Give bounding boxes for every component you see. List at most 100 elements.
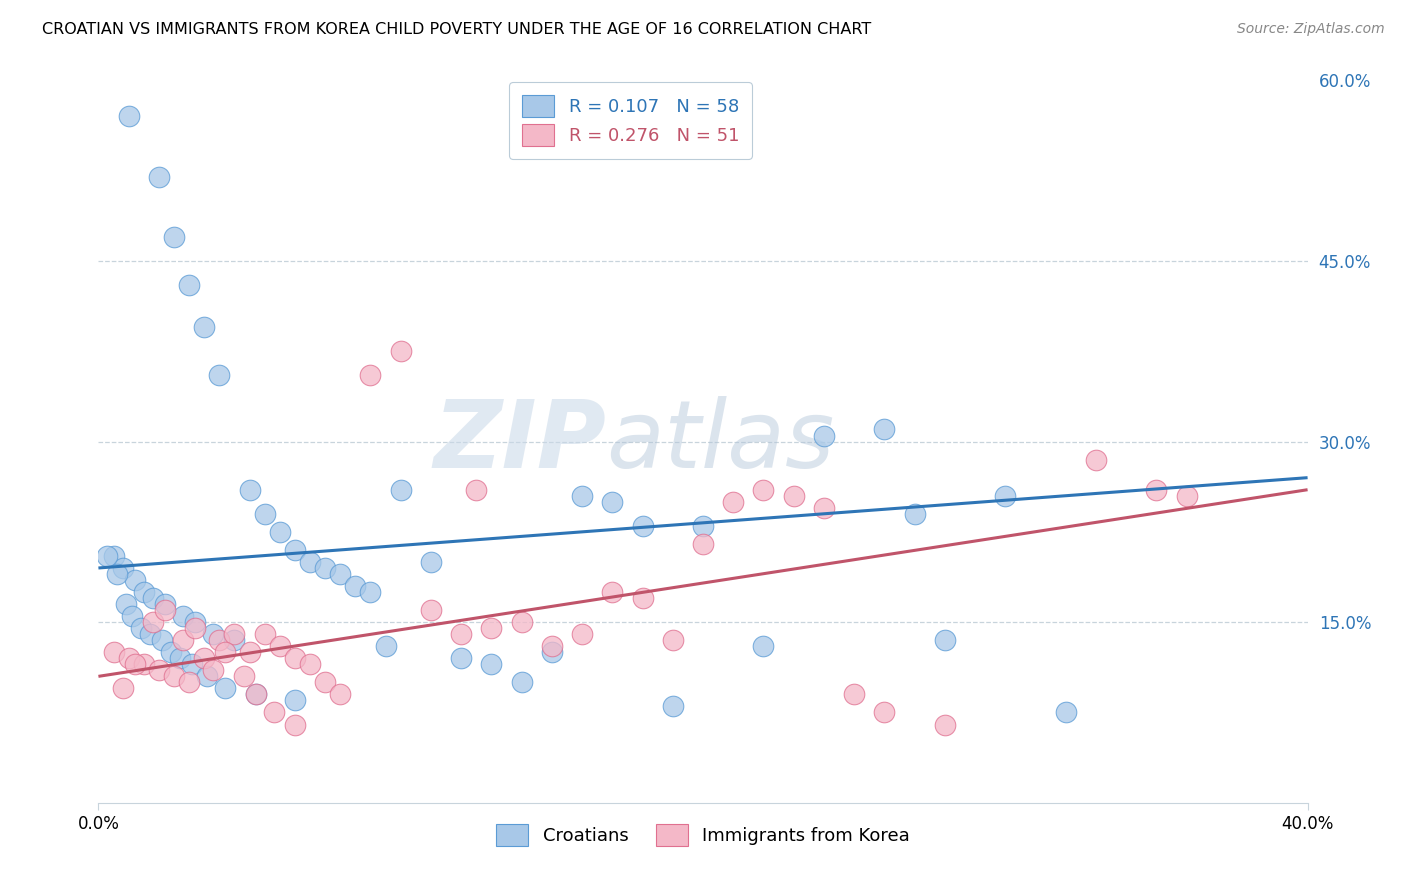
Point xyxy=(129,621,152,635)
Point xyxy=(602,585,624,599)
Point xyxy=(465,483,488,497)
Point xyxy=(169,651,191,665)
Point xyxy=(111,561,134,575)
Legend: Croatians, Immigrants from Korea: Croatians, Immigrants from Korea xyxy=(484,812,922,859)
Point xyxy=(692,519,714,533)
Point xyxy=(389,344,412,359)
Point xyxy=(934,633,956,648)
Point xyxy=(450,651,472,665)
Point xyxy=(193,320,215,334)
Point xyxy=(208,633,231,648)
Point xyxy=(181,657,204,672)
Point xyxy=(103,645,125,659)
Point xyxy=(202,627,225,641)
Text: ZIP: ZIP xyxy=(433,395,606,488)
Point xyxy=(150,633,173,648)
Point xyxy=(284,542,307,557)
Point xyxy=(245,687,267,701)
Point xyxy=(752,483,775,497)
Point xyxy=(873,423,896,437)
Point xyxy=(153,597,176,611)
Point xyxy=(510,675,533,690)
Point xyxy=(813,500,835,515)
Point xyxy=(284,717,307,731)
Point xyxy=(184,615,207,630)
Point xyxy=(389,483,412,497)
Point xyxy=(344,579,367,593)
Point xyxy=(96,549,118,563)
Point xyxy=(360,585,382,599)
Point xyxy=(540,639,562,653)
Point xyxy=(360,368,382,383)
Point xyxy=(1175,489,1198,503)
Point xyxy=(224,627,246,641)
Point xyxy=(172,633,194,648)
Point xyxy=(124,573,146,587)
Point xyxy=(208,368,231,383)
Point xyxy=(374,639,396,653)
Point xyxy=(139,627,162,641)
Point xyxy=(111,681,134,696)
Point xyxy=(813,428,835,442)
Point xyxy=(723,494,745,508)
Point xyxy=(481,621,503,635)
Point xyxy=(245,687,267,701)
Point xyxy=(661,633,683,648)
Point xyxy=(148,169,170,184)
Point xyxy=(420,603,443,617)
Point xyxy=(269,524,291,539)
Point xyxy=(132,585,155,599)
Point xyxy=(299,657,322,672)
Point xyxy=(202,664,225,678)
Point xyxy=(163,669,186,683)
Point xyxy=(284,651,307,665)
Point xyxy=(752,639,775,653)
Point xyxy=(904,507,927,521)
Point xyxy=(214,681,236,696)
Point xyxy=(450,627,472,641)
Point xyxy=(118,109,141,123)
Point xyxy=(540,645,562,659)
Point xyxy=(873,706,896,720)
Point xyxy=(124,657,146,672)
Point xyxy=(284,693,307,707)
Point xyxy=(105,567,128,582)
Point xyxy=(160,645,183,659)
Text: CROATIAN VS IMMIGRANTS FROM KOREA CHILD POVERTY UNDER THE AGE OF 16 CORRELATION : CROATIAN VS IMMIGRANTS FROM KOREA CHILD … xyxy=(42,22,872,37)
Point xyxy=(153,603,176,617)
Point xyxy=(844,687,866,701)
Point xyxy=(329,567,352,582)
Point xyxy=(934,717,956,731)
Point xyxy=(631,519,654,533)
Point xyxy=(239,483,262,497)
Point xyxy=(132,657,155,672)
Point xyxy=(661,699,683,714)
Point xyxy=(692,537,714,551)
Point xyxy=(263,706,285,720)
Point xyxy=(314,561,336,575)
Point xyxy=(253,507,276,521)
Point xyxy=(1146,483,1168,497)
Point xyxy=(232,669,254,683)
Point xyxy=(148,664,170,678)
Point xyxy=(103,549,125,563)
Point xyxy=(193,651,215,665)
Point xyxy=(179,278,201,293)
Point xyxy=(314,675,336,690)
Point xyxy=(142,615,165,630)
Point xyxy=(329,687,352,701)
Point xyxy=(571,489,593,503)
Point xyxy=(121,609,143,624)
Text: Source: ZipAtlas.com: Source: ZipAtlas.com xyxy=(1237,22,1385,37)
Point xyxy=(1054,706,1077,720)
Point xyxy=(172,609,194,624)
Point xyxy=(631,591,654,606)
Point xyxy=(163,230,186,244)
Point xyxy=(269,639,291,653)
Text: atlas: atlas xyxy=(606,396,835,487)
Point xyxy=(142,591,165,606)
Point xyxy=(602,494,624,508)
Point xyxy=(179,675,201,690)
Point xyxy=(184,621,207,635)
Point xyxy=(510,615,533,630)
